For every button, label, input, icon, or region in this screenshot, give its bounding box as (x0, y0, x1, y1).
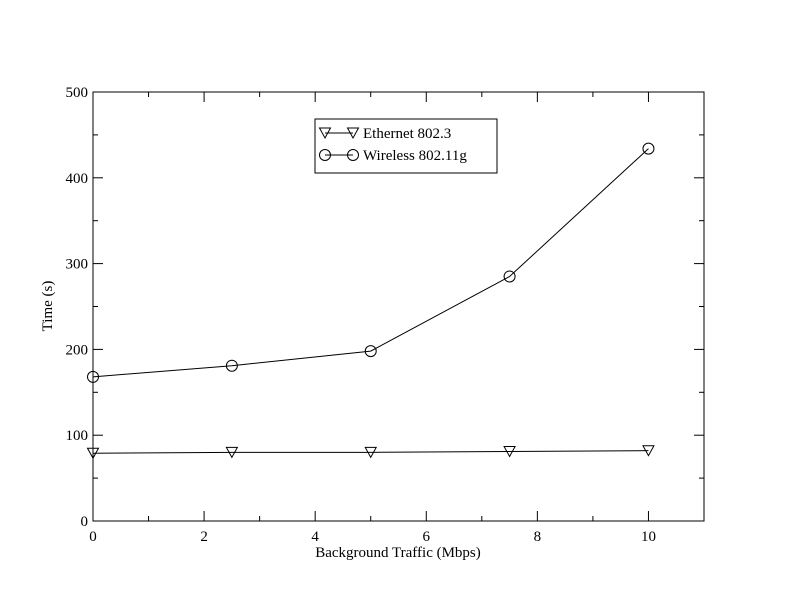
series-line (92, 148, 649, 378)
y-tick-label: 100 (66, 428, 89, 444)
data-point-triangle (318, 127, 332, 139)
y-tick-label: 300 (66, 257, 89, 273)
y-tick-label: 200 (66, 342, 89, 358)
data-point-circle (642, 142, 655, 155)
legend-box (314, 118, 498, 174)
x-tick-label: 2 (200, 529, 208, 545)
data-point-triangle (346, 127, 360, 139)
x-tick-label: 6 (423, 529, 431, 545)
y-tick-label: 0 (81, 514, 89, 530)
y-axis-title: Time (s) (40, 281, 56, 332)
x-axis-title: Background Traffic (Mbps) (315, 545, 481, 561)
series-line (92, 450, 649, 454)
legend-label: Ethernet 802.3 (363, 126, 451, 142)
x-tick-label: 4 (311, 529, 319, 545)
data-point-triangle (364, 446, 378, 459)
data-point-triangle (642, 445, 655, 457)
data-point-triangle (503, 446, 516, 458)
data-point-circle (319, 149, 331, 161)
legend: Ethernet 802.3 Wireless 802.11g (314, 118, 498, 174)
data-point-triangle (86, 447, 100, 460)
x-tick-label: 0 (89, 529, 97, 545)
legend-item: Ethernet 802.3 (318, 126, 451, 142)
y-tick-label: 500 (66, 85, 89, 101)
data-point-circle (225, 359, 238, 372)
series-circle (87, 142, 655, 383)
series-triangle-down (86, 445, 655, 460)
data-point-triangle (225, 446, 239, 459)
data-point-circle (87, 370, 99, 383)
legend-label: Wireless 802.11g (363, 148, 467, 164)
legend-item: Wireless 802.11g (319, 148, 467, 164)
data-point-circle (503, 270, 516, 283)
data-point-circle (347, 149, 359, 161)
x-tick-label: 8 (534, 529, 542, 545)
data-point-circle (364, 345, 377, 358)
axis-ticks (92, 91, 705, 522)
series-layer (86, 142, 655, 460)
x-tick-label: 10 (641, 529, 656, 545)
y-tick-label: 400 (66, 171, 89, 187)
